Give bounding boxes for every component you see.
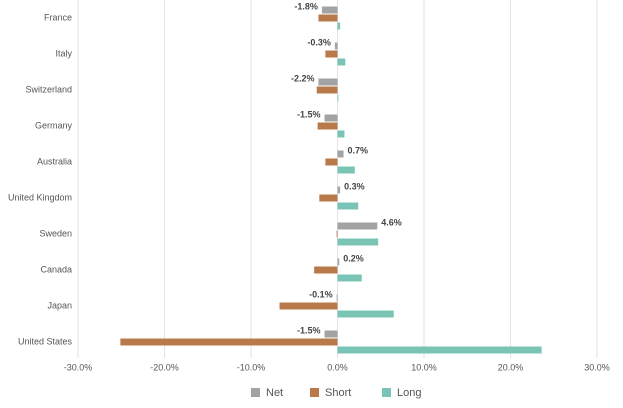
category-label: Canada [40,264,72,274]
value-label: -1.5% [297,109,321,119]
bar [337,58,346,66]
bar [325,158,338,166]
bar [325,50,338,58]
value-label: 0.7% [348,145,369,155]
value-label: -1.8% [294,1,318,11]
bar [337,258,340,266]
bar [337,310,394,318]
x-tick-label: 20.0% [498,362,524,372]
bar [324,114,338,122]
bar [337,222,378,230]
category-label: Germany [35,120,73,130]
bar [279,302,338,310]
bar [336,294,338,302]
bar [337,94,339,102]
value-label: -2.2% [291,73,315,83]
category-label: Australia [37,156,72,166]
legend-label: Long [397,387,421,399]
category-label: Switzerland [25,84,72,94]
bar [317,122,338,130]
bar [321,6,338,14]
value-label: -0.1% [309,289,333,299]
bar [337,274,362,282]
x-tick-label: 10.0% [411,362,437,372]
bar [318,78,338,86]
bar [314,266,338,274]
value-label: 0.2% [343,253,364,263]
category-label: France [44,12,72,22]
bar [337,166,355,174]
bar [336,230,338,238]
bar [337,130,345,138]
bar [319,194,338,202]
value-label: -0.3% [307,37,331,47]
x-tick-label: 30.0% [584,362,610,372]
category-label: Italy [55,48,72,58]
bar [337,150,344,158]
x-tick-label: -10.0% [237,362,266,372]
bar [316,86,338,94]
bar [324,330,338,338]
bar [120,338,338,346]
value-label: 4.6% [381,217,402,227]
legend-swatch [310,388,319,397]
legend-label: Net [266,387,283,399]
value-label: 0.3% [344,181,365,191]
x-tick-label: -30.0% [64,362,93,372]
category-label: Sweden [39,228,72,238]
category-label: United States [18,336,73,346]
bar [337,202,359,210]
bar [337,346,542,354]
bar [318,14,338,22]
legend-swatch [382,388,391,397]
value-label: -1.5% [297,325,321,335]
x-tick-label: 0.0% [327,362,348,372]
category-label: Japan [47,300,72,310]
bar [337,22,341,30]
x-tick-label: -20.0% [150,362,179,372]
bar [334,42,338,50]
legend-label: Short [325,387,351,399]
bar [337,238,379,246]
category-label: United Kingdom [8,192,72,202]
bar [337,186,341,194]
legend-swatch [251,388,260,397]
